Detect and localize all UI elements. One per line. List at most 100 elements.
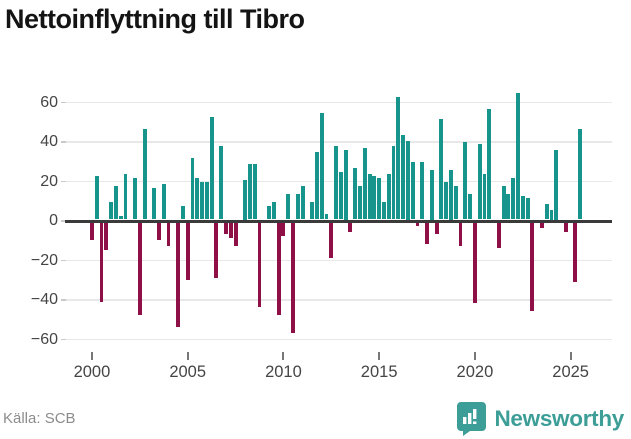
bar-positive	[477, 144, 482, 220]
bar-negative	[185, 222, 190, 280]
y-axis-tick	[61, 180, 66, 183]
y-axis-label: 0	[49, 212, 58, 229]
bar-negative	[329, 222, 334, 259]
bar-positive	[118, 215, 123, 220]
gridline	[65, 101, 612, 104]
bar-positive	[444, 181, 449, 220]
y-axis-tick	[61, 220, 66, 222]
y-axis-tick	[61, 338, 66, 341]
bar-negative	[104, 222, 109, 251]
x-axis-label: 2020	[456, 363, 494, 381]
bar-positive	[161, 183, 166, 220]
x-axis-tick	[378, 352, 381, 360]
bar-positive	[516, 93, 520, 220]
bar-negative	[90, 222, 94, 241]
bar-negative	[233, 222, 238, 247]
bar-positive	[396, 97, 401, 220]
bar-positive	[190, 158, 195, 220]
source-note: Källa: SCB	[3, 410, 76, 427]
x-axis-tick	[569, 352, 572, 360]
bar-negative	[458, 222, 463, 247]
bar-positive	[200, 181, 204, 220]
bar-negative	[573, 222, 578, 282]
y-axis-label: −60	[30, 330, 58, 348]
bar-positive	[391, 146, 396, 220]
bar-negative	[276, 222, 281, 316]
y-axis-label: 40	[40, 133, 58, 150]
newsworthy-logo: Newsworthy	[456, 401, 624, 436]
bar-negative	[257, 222, 262, 308]
bar-positive	[338, 172, 343, 220]
bar-positive	[252, 164, 257, 220]
chart-title: Nettoinflyttning till Tibro	[5, 4, 305, 34]
bar-negative	[563, 222, 568, 233]
bar-positive	[506, 193, 511, 220]
y-axis-label: −20	[30, 251, 58, 269]
newsworthy-badge-icon	[457, 402, 487, 436]
bar-positive	[367, 174, 372, 220]
bar-positive	[142, 128, 147, 220]
bar-positive	[243, 180, 248, 220]
bar-positive	[410, 162, 415, 220]
bar-positive	[358, 185, 362, 220]
bar-negative	[224, 222, 228, 235]
gridline	[65, 338, 612, 341]
x-axis-tick	[282, 352, 285, 360]
bar-negative	[472, 222, 477, 304]
x-axis-label: 2005	[169, 363, 207, 381]
bar-positive	[314, 152, 319, 220]
x-axis-label: 2025	[552, 363, 589, 381]
bar-negative	[291, 222, 295, 334]
bar-positive	[482, 174, 487, 220]
bar-positive	[511, 178, 516, 220]
bar-negative	[137, 222, 142, 316]
bar-positive	[386, 174, 391, 220]
bar-positive	[324, 213, 329, 220]
bar-negative	[425, 222, 429, 245]
bar-positive	[420, 162, 425, 220]
bar-positive	[300, 185, 305, 220]
bar-negative	[176, 222, 181, 328]
x-axis-tick	[186, 352, 189, 360]
y-axis-tick	[61, 101, 66, 104]
bar-positive	[372, 176, 377, 220]
y-axis-tick	[61, 299, 66, 301]
bar-negative	[99, 222, 104, 302]
bar-positive	[152, 187, 157, 220]
x-axis-label: 2015	[360, 363, 398, 381]
y-axis-label: 20	[40, 172, 58, 190]
bar-positive	[578, 128, 583, 220]
bar-positive	[310, 201, 315, 220]
bar-positive	[463, 142, 468, 220]
bar-positive	[525, 197, 530, 220]
bar-positive	[133, 178, 137, 220]
bar-positive	[271, 201, 276, 220]
y-axis-label: 60	[40, 93, 58, 111]
bar-positive	[286, 193, 291, 220]
bar-negative	[496, 222, 501, 249]
gridline	[65, 259, 612, 262]
bar-positive	[295, 193, 300, 220]
bar-positive	[195, 178, 200, 220]
bar-positive	[468, 193, 473, 220]
bar-positive	[362, 148, 367, 220]
bar-positive	[247, 164, 252, 220]
gridline	[65, 141, 612, 143]
bar-positive	[382, 201, 386, 220]
bar-positive	[520, 195, 525, 220]
y-axis-tick	[61, 141, 66, 143]
bar-positive	[267, 205, 271, 220]
bar-positive	[544, 203, 549, 220]
bar-positive	[377, 178, 382, 220]
gridline	[65, 299, 612, 301]
bar-positive	[449, 170, 453, 220]
bar-negative	[539, 222, 544, 229]
x-axis-tick	[473, 352, 476, 360]
bar-positive	[487, 108, 492, 220]
y-axis-tick	[61, 259, 66, 262]
bar-positive	[109, 201, 114, 220]
bar-positive	[353, 168, 358, 220]
bar-negative	[348, 222, 353, 233]
bar-positive	[549, 209, 554, 220]
bar-positive	[401, 134, 406, 220]
